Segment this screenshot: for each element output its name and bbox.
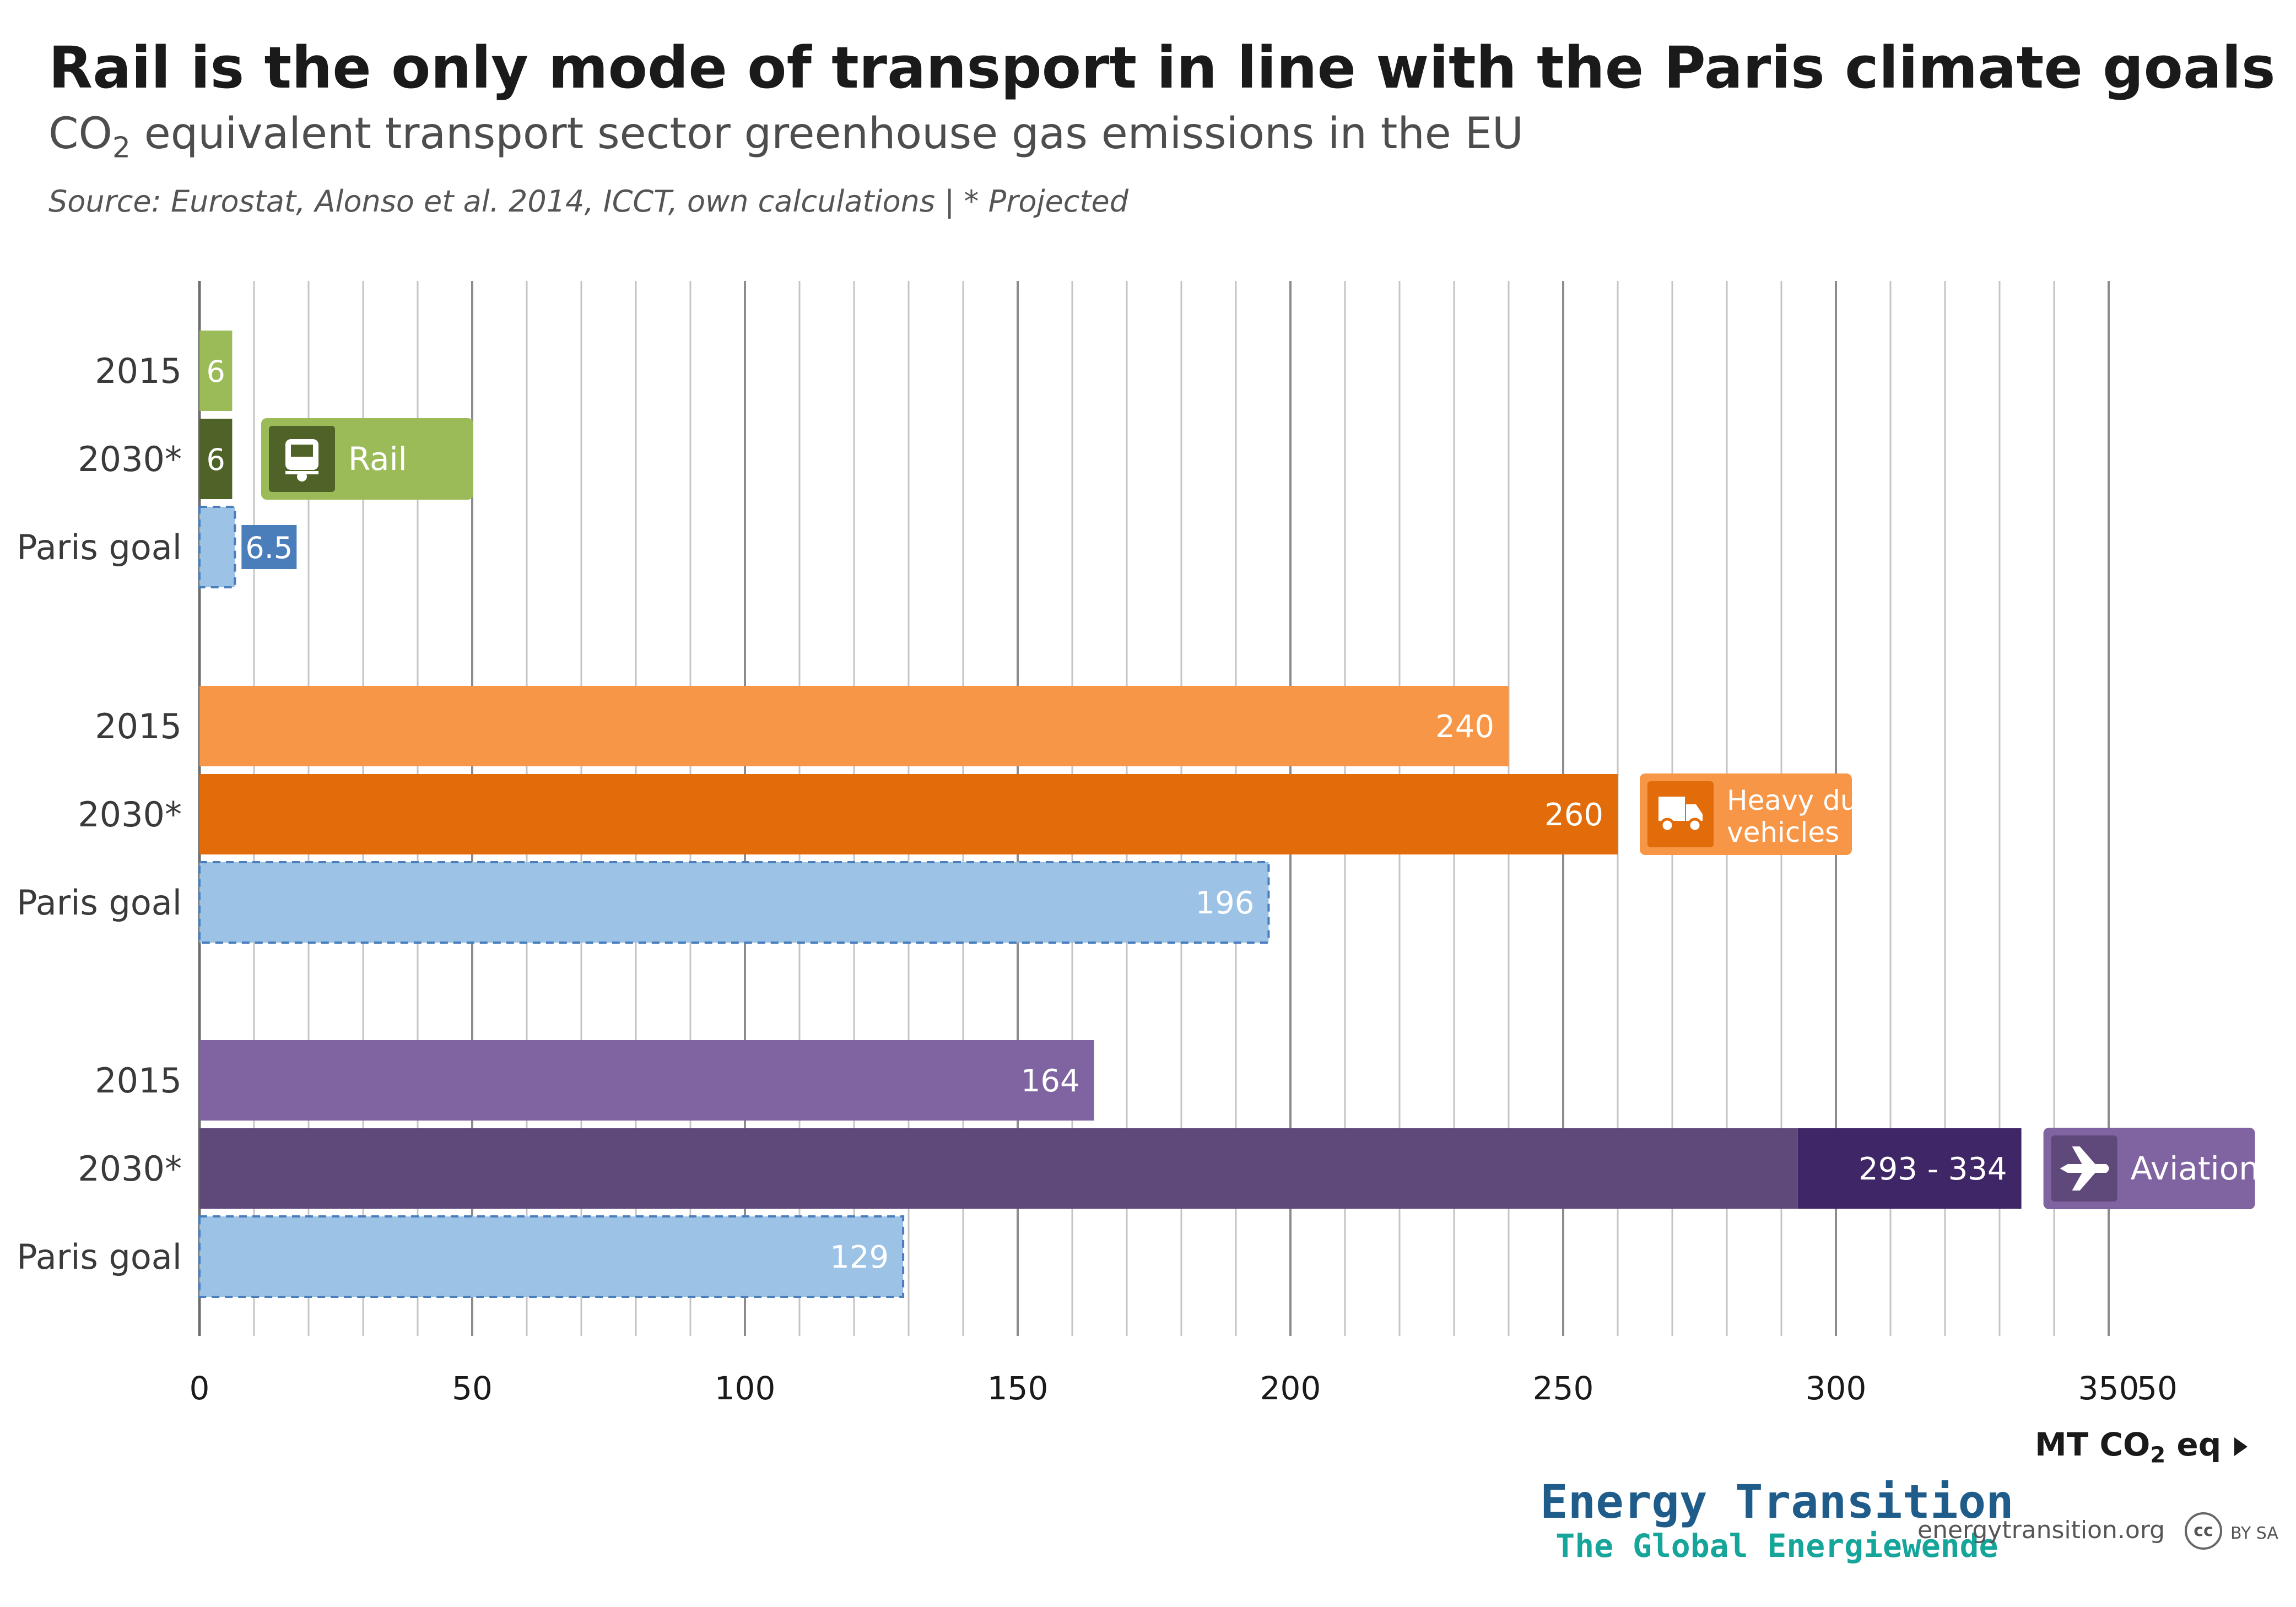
bar-value-label-bg xyxy=(241,525,297,569)
chart-title: Rail is the only mode of transport in li… xyxy=(48,34,2276,101)
x-tick-label: 350 xyxy=(2078,1370,2140,1407)
category-label: 2015 xyxy=(95,706,182,746)
airplane-icon xyxy=(2060,1146,2109,1191)
unit-label-subscript: 2 xyxy=(2150,1442,2166,1468)
x-tick-label: 150 xyxy=(987,1370,1049,1407)
bar xyxy=(199,686,1509,766)
chart-subtitle: CO2 equivalent transport sector greenhou… xyxy=(48,109,1524,165)
bar-range xyxy=(1797,1128,2022,1209)
callout-label-line: Heavy duty xyxy=(1727,784,1885,816)
bars: 6 6 6.5 240 260 196 164 293 - 334 129 xyxy=(198,331,2022,1298)
source-note: Source: Eurostat, Alonso et al. 2014, IC… xyxy=(48,184,1129,219)
unit-label-main: MT CO xyxy=(2035,1426,2151,1463)
category-label: Paris goal xyxy=(17,527,182,567)
x-tick-label: 0 xyxy=(190,1370,210,1407)
train-icon xyxy=(285,439,318,481)
callout-label: Aviation xyxy=(2131,1150,2259,1187)
category-label: 2030* xyxy=(78,1149,182,1189)
bar-value-label: 6 xyxy=(207,442,225,477)
triangle-right-icon xyxy=(2234,1437,2248,1456)
subtitle-co2-subscript: 2 xyxy=(112,131,131,165)
bar xyxy=(198,861,1270,944)
category-label: Paris goal xyxy=(17,883,182,923)
callout-label-line: vehicles xyxy=(1727,816,1839,848)
bar xyxy=(198,1215,905,1298)
x-tick-label: 50 xyxy=(452,1370,493,1407)
unit-label-rest: eq xyxy=(2165,1426,2222,1463)
category-label: 2015 xyxy=(95,351,182,391)
category-labels: 2015 2030* Paris goal 2015 2030* Paris goal 20… xyxy=(17,351,182,1277)
truck-icon xyxy=(1658,797,1703,833)
bar-value-label: 129 xyxy=(830,1240,889,1275)
bar xyxy=(198,506,236,588)
subtitle-co: CO xyxy=(48,109,112,159)
bar xyxy=(199,331,233,411)
x-tick-label: 100 xyxy=(715,1370,776,1407)
train-window xyxy=(291,445,313,457)
bar xyxy=(199,774,1618,854)
brand-line-1: Energy Transition xyxy=(1540,1475,2014,1529)
category-label: 2030* xyxy=(78,439,182,479)
subtitle-rest: equivalent transport sector greenhouse g… xyxy=(130,109,1524,159)
bar-value-label: 196 xyxy=(1196,885,1255,921)
x-tick-label: 250 xyxy=(1533,1370,1594,1407)
x-tick-label: 200 xyxy=(1260,1370,1321,1407)
bar xyxy=(199,419,233,499)
truck-wheel xyxy=(1687,818,1703,833)
truck-cab xyxy=(1686,804,1703,821)
truck-wheel xyxy=(1660,818,1675,833)
callout-label: Rail xyxy=(348,440,407,478)
bar xyxy=(199,1128,1798,1209)
site-link[interactable]: energytransition.org xyxy=(1917,1516,2165,1544)
bar-value-label: 260 xyxy=(1544,797,1603,833)
x-tick-label-partial: 50 xyxy=(2137,1370,2178,1407)
category-label: 2030* xyxy=(78,794,182,835)
brand-logo[interactable]: Energy Transition The Global Energiewend… xyxy=(1540,1476,2014,1566)
bar-value-label: 164 xyxy=(1021,1063,1080,1099)
category-label: Paris goal xyxy=(17,1237,182,1277)
x-tick-label: 300 xyxy=(1806,1370,1867,1407)
bar-value-label: 240 xyxy=(1435,709,1494,745)
bar-value-label: 6 xyxy=(207,354,225,389)
plane-shape xyxy=(2060,1146,2109,1191)
brand-line-2: The Global Energiewende xyxy=(1555,1527,1998,1565)
bar-value-label: 293 - 334 xyxy=(1859,1151,2007,1187)
license-text: BY SA xyxy=(2230,1524,2278,1543)
x-axis-unit-label: MT CO2 eq xyxy=(2035,1426,2250,1468)
category-label: 2015 xyxy=(95,1060,182,1101)
cc-license-icon: cc xyxy=(2185,1512,2222,1550)
bar-value-label: 6.5 xyxy=(245,531,293,565)
truck-cargo xyxy=(1658,797,1685,821)
bar xyxy=(199,1040,1094,1121)
train-base xyxy=(285,471,318,474)
